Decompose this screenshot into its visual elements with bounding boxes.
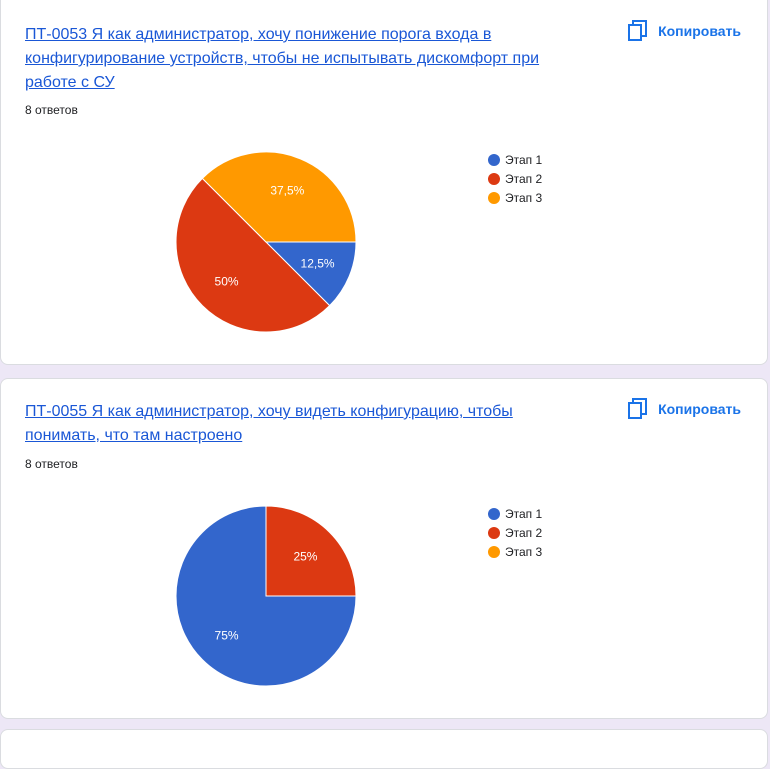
slice-label: 25% — [293, 550, 317, 564]
copy-label: Копировать — [658, 401, 741, 417]
copy-label: Копировать — [658, 23, 741, 39]
legend-item: Этап 1 — [488, 150, 542, 169]
pie-slice[interactable] — [175, 177, 331, 333]
legend-swatch — [488, 545, 500, 558]
legend-swatch — [488, 507, 500, 520]
pie-chart: 12,5% 50% 37,5% — [175, 151, 357, 333]
legend-item: Этап 1 — [488, 504, 542, 523]
pie-slice[interactable] — [265, 505, 357, 597]
legend-label: Этап 1 — [505, 152, 543, 167]
response-count: 8 ответов — [25, 457, 78, 471]
legend-label: Этап 3 — [505, 544, 543, 559]
pie-slice[interactable] — [201, 151, 357, 243]
chart-legend: Этап 1 Этап 2 Этап 3 — [488, 150, 542, 207]
legend-swatch — [488, 153, 500, 166]
copy-button[interactable]: Копировать — [628, 398, 741, 420]
slice-label: 37,5% — [270, 183, 304, 197]
legend-swatch — [488, 526, 500, 539]
slice-label: 12,5% — [301, 256, 335, 270]
question-title[interactable]: ПТ-0055 Я как администратор, хочу видеть… — [25, 403, 513, 444]
question-title[interactable]: ПТ-0053 Я как администратор, хочу пониже… — [25, 26, 540, 91]
legend-label: Этап 2 — [505, 171, 543, 186]
pie-slice[interactable] — [264, 241, 357, 307]
copy-icon — [628, 20, 648, 41]
legend-label: Этап 3 — [505, 190, 543, 205]
legend-swatch — [488, 191, 500, 204]
question-card — [0, 729, 768, 769]
copy-icon — [628, 398, 648, 419]
slice-label: 50% — [215, 274, 239, 288]
pie-chart: 75% 25% — [175, 505, 357, 687]
legend-item: Этап 2 — [488, 169, 542, 188]
chart-legend: Этап 1 Этап 2 Этап 3 — [488, 504, 542, 561]
legend-label: Этап 2 — [505, 525, 543, 540]
question-card: ПТ-0053 Я как администратор, хочу пониже… — [0, 0, 768, 365]
copy-button[interactable]: Копировать — [628, 20, 741, 42]
legend-label: Этап 1 — [505, 506, 543, 521]
slice-label: 75% — [215, 628, 239, 642]
legend-item: Этап 3 — [488, 542, 542, 561]
question-card: ПТ-0055 Я как администратор, хочу видеть… — [0, 378, 768, 719]
legend-swatch — [488, 172, 500, 185]
legend-item: Этап 3 — [488, 188, 542, 207]
response-count: 8 ответов — [25, 103, 78, 117]
legend-item: Этап 2 — [488, 523, 542, 542]
